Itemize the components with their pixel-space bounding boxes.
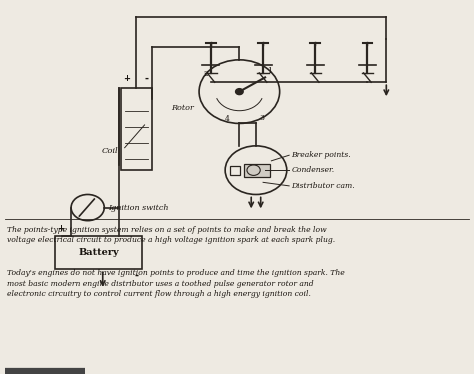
Text: -: - <box>135 271 138 281</box>
Text: Distributor cam.: Distributor cam. <box>292 182 355 190</box>
Text: The points-type ignition system relies on a set of points to make and break the : The points-type ignition system relies o… <box>7 226 335 244</box>
Text: +: + <box>57 224 64 233</box>
Text: -: - <box>145 73 149 83</box>
Text: +: + <box>123 74 130 83</box>
Bar <box>55 236 142 269</box>
Text: Today's engines do not have ignition points to produce and time the ignition spa: Today's engines do not have ignition poi… <box>7 269 345 298</box>
Text: 1: 1 <box>267 67 272 75</box>
Bar <box>121 88 152 170</box>
Text: Condenser.: Condenser. <box>292 166 335 174</box>
Text: Coil: Coil <box>102 147 118 156</box>
Text: Rotor: Rotor <box>172 104 194 111</box>
Text: 2: 2 <box>204 70 209 78</box>
Text: Breaker points.: Breaker points. <box>292 151 351 159</box>
Text: Battery: Battery <box>78 248 118 257</box>
Text: 4: 4 <box>225 115 230 123</box>
Bar <box>230 166 240 175</box>
Bar <box>244 164 270 177</box>
Circle shape <box>236 89 243 95</box>
Text: Ignition switch: Ignition switch <box>108 203 169 212</box>
Text: 3: 3 <box>259 114 264 122</box>
